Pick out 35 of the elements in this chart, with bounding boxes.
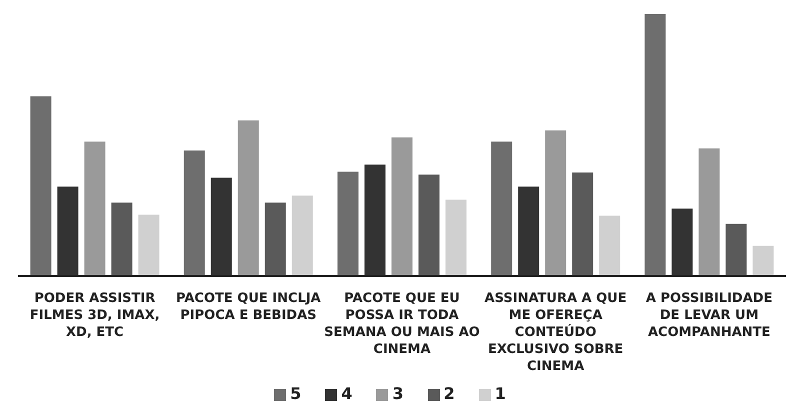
legend-label: 5 bbox=[290, 384, 302, 403]
bar bbox=[84, 142, 106, 276]
bar bbox=[364, 164, 386, 276]
x-tick-label: A POSSIBILIDADE DE LEVAR UM ACOMPANHANTE bbox=[646, 291, 772, 340]
bar bbox=[418, 174, 440, 276]
x-tick-label: PACOTE QUE EU POSSA IR TODA SEMANA OU MAIS AO CINEMA bbox=[324, 291, 480, 357]
bar bbox=[264, 202, 286, 276]
bar bbox=[545, 130, 566, 276]
bar bbox=[726, 224, 747, 276]
bar bbox=[572, 172, 594, 276]
bar bbox=[238, 120, 259, 276]
legend-label: 4 bbox=[341, 384, 352, 403]
bar bbox=[138, 214, 160, 276]
bar bbox=[752, 246, 774, 276]
legend-label: 3 bbox=[392, 384, 404, 403]
bar bbox=[391, 137, 412, 276]
bar bbox=[491, 142, 512, 276]
bar bbox=[672, 208, 693, 276]
bar bbox=[337, 172, 358, 276]
bar bbox=[111, 202, 132, 276]
bar bbox=[698, 148, 720, 276]
bar bbox=[599, 216, 620, 276]
x-tick-label: ASSINATURA A QUE ME OFEREÇA CONTEÚDO EXCLUSIVO SOBRE CINEMA bbox=[484, 291, 627, 374]
bar bbox=[30, 96, 52, 276]
x-tick-label: PACOTE QUE INCLJA PIPOCA E BEBIDAS bbox=[176, 291, 321, 323]
bar bbox=[644, 14, 666, 276]
bar bbox=[518, 186, 540, 276]
bar bbox=[210, 178, 232, 276]
bar bbox=[445, 200, 466, 276]
legend-label: 1 bbox=[494, 384, 506, 403]
x-tick-label: PODER ASSISTIR FILMES 3D, IMAX, XD, ETC bbox=[30, 291, 160, 340]
bar bbox=[57, 186, 78, 276]
legend-label: 2 bbox=[444, 384, 455, 403]
bar bbox=[184, 150, 205, 276]
bar bbox=[292, 196, 313, 276]
